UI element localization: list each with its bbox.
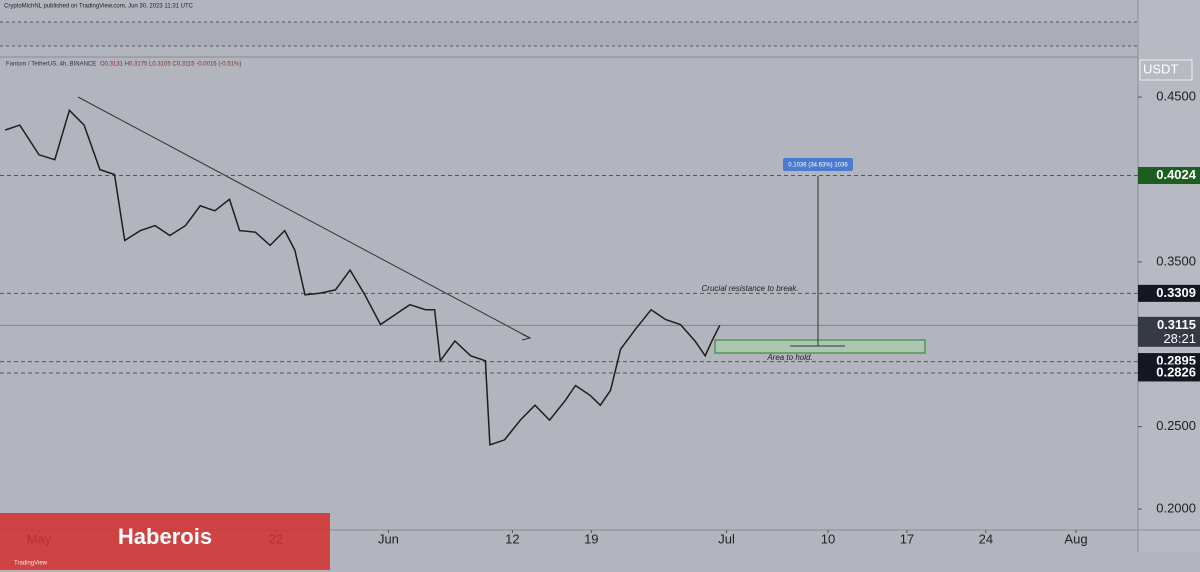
header: CryptoMichNL published on TradingView.co…: [4, 4, 194, 10]
measure-label: 0.1036 (34.63%) 1036: [788, 163, 848, 169]
x-tick-label: 24: [979, 531, 993, 546]
x-tick-label: 19: [584, 531, 598, 546]
price-axis: [1138, 0, 1200, 552]
x-tick-label: 12: [505, 531, 519, 546]
brand: TradingView: [14, 561, 48, 567]
resistance-note: Crucial resistance to break.: [702, 284, 799, 293]
price-label-box: [1138, 316, 1200, 347]
y-tick-label: 0.2000: [1156, 501, 1196, 516]
symbol: Fantom / TetherUS, 4h, BINANCE: [6, 62, 96, 68]
y-tick-label: 0.4500: [1156, 89, 1196, 104]
measure-box: [783, 158, 853, 171]
trend-arrow: [521, 333, 532, 341]
currency-box: [1139, 59, 1193, 81]
watermark-box: [0, 513, 330, 570]
rsi-band: [0, 22, 1138, 46]
price-label: 0.2826: [1156, 364, 1196, 379]
trend-line: [77, 96, 531, 339]
x-tick-label: Aug: [1064, 531, 1087, 546]
y-tick-label: 0.3500: [1156, 253, 1196, 268]
ohlc: O0.3131 H0.3175 L0.3105 C0.3115 -0.0016 …: [100, 62, 241, 68]
watermark: Haberois: [118, 524, 212, 549]
price-line: [4, 108, 721, 446]
x-tick-label: 10: [821, 531, 835, 546]
y-tick-label: 0.2500: [1156, 418, 1196, 433]
currency: USDT: [1143, 61, 1178, 76]
support-note: Area to hold.: [766, 353, 812, 362]
countdown: 28:21: [1163, 331, 1196, 346]
price-label: 0.3309: [1156, 285, 1196, 300]
plot: 0.45000.35000.25000.2000May22Jun1219Jul1…: [0, 89, 1200, 546]
price-label-box: [1138, 167, 1200, 185]
price-label-box: [1138, 364, 1200, 382]
price-label: 0.3115: [1157, 317, 1196, 332]
x-tick-label: Jun: [378, 531, 399, 546]
price-label: 0.2895: [1156, 353, 1196, 368]
x-tick-label: 17: [900, 531, 914, 546]
price-label: 0.4024: [1156, 167, 1197, 182]
x-tick-label: Jul: [718, 531, 735, 546]
price-label-box: [1138, 284, 1200, 302]
